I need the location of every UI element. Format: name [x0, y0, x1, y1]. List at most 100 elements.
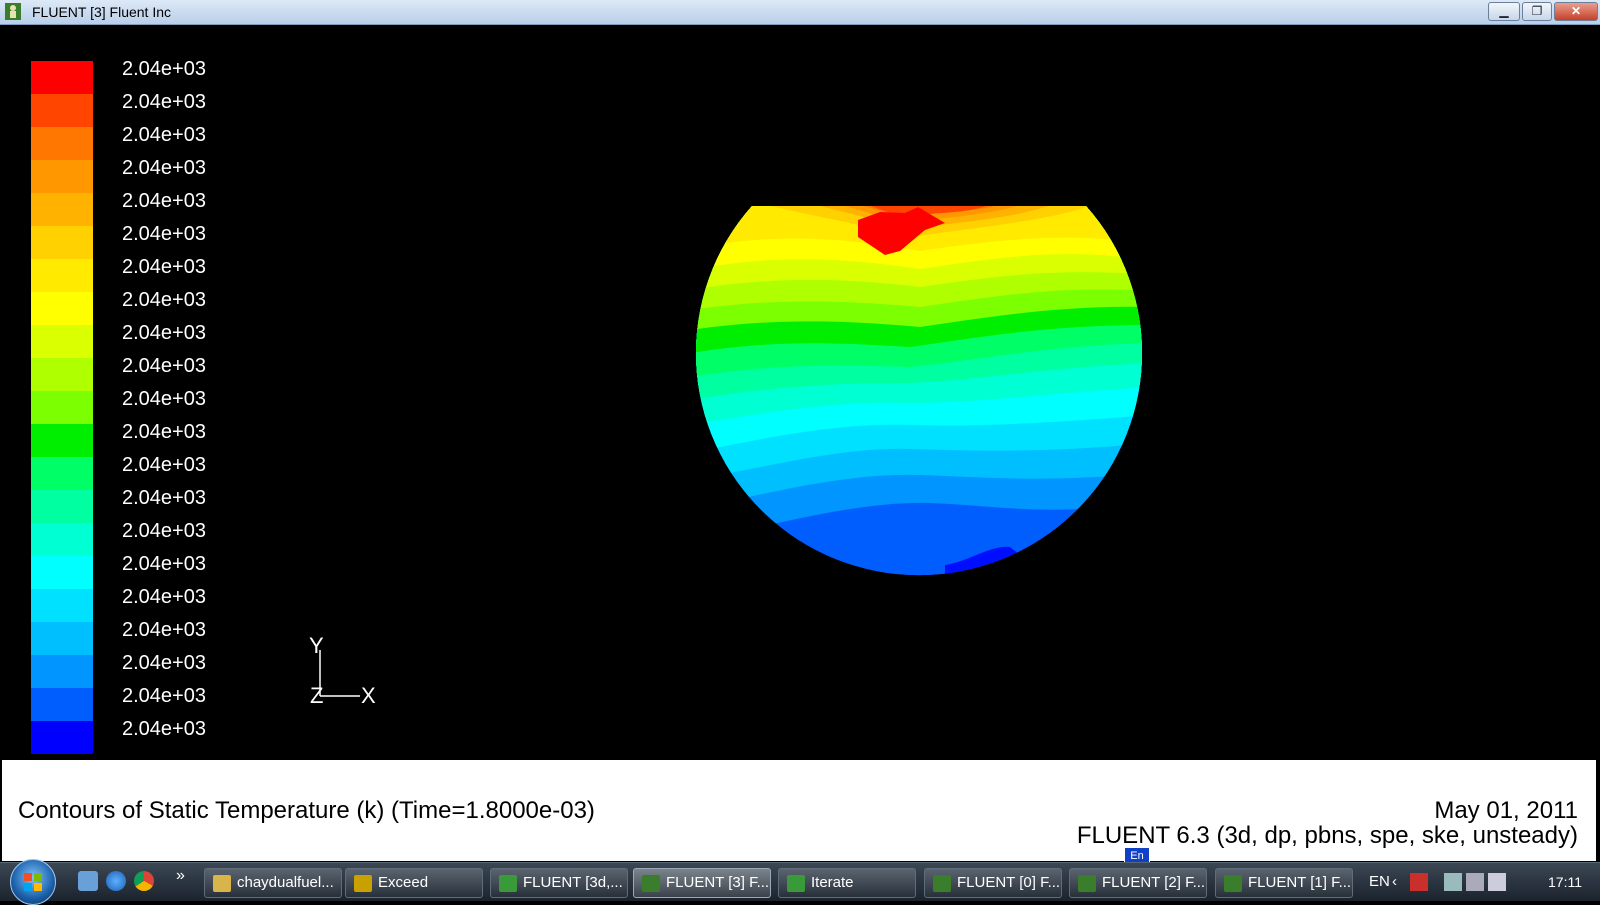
fluent-icon: [1078, 875, 1096, 892]
contour-plot: [319, 206, 1142, 697]
restore-icon: ❐: [1531, 4, 1543, 18]
taskbar-item-label: FLUENT [0] F...: [957, 874, 1061, 891]
fluent-graphics-icon: [499, 875, 517, 892]
taskbar-item-label: FLUENT [3d,...: [523, 874, 623, 891]
show-desktop-icon[interactable]: [78, 871, 98, 891]
colormap-swatch: [31, 721, 93, 754]
graphics-viewport[interactable]: 2.04e+03 2.04e+03 2.04e+03 2.04e+03 2.04e+03…: [0, 25, 1600, 759]
colormap-label: 2.04e+03: [122, 124, 206, 146]
volume-icon[interactable]: [1488, 873, 1506, 891]
colormap-swatch: [31, 61, 93, 94]
colormap-label: 2.04e+03: [122, 685, 206, 707]
axis-label-y: Y: [309, 633, 324, 658]
plot-title: Contours of Static Temperature (k) (Time…: [18, 797, 595, 824]
taskbar-item-label: Exceed: [378, 874, 429, 891]
colormap-swatch: [31, 292, 93, 325]
colormap-label: 2.04e+03: [122, 619, 206, 641]
fluent-icon: [1224, 875, 1242, 892]
tray-expand-icon[interactable]: ‹: [1392, 873, 1397, 890]
chrome-icon[interactable]: [134, 871, 154, 891]
plot-caption-panel: Contours of Static Temperature (k) (Time…: [1, 759, 1597, 862]
colormap-label: 2.04e+03: [122, 487, 206, 509]
colormap-label: 2.04e+03: [122, 91, 206, 113]
colormap-swatch: [31, 358, 93, 391]
colormap-label: 2.04e+03: [122, 223, 206, 245]
restore-button[interactable]: ❐: [1522, 2, 1552, 21]
colormap-labels: 2.04e+03 2.04e+03 2.04e+03 2.04e+03 2.04e+03…: [122, 53, 206, 746]
colormap-label: 2.04e+03: [122, 421, 206, 443]
colormap-swatch: [31, 457, 93, 490]
colormap-bar: [31, 61, 93, 754]
taskbar-item[interactable]: chaydualfuel...: [204, 868, 342, 898]
taskbar-item[interactable]: FLUENT [3] F...: [633, 868, 771, 898]
colormap-swatch: [31, 160, 93, 193]
colormap-swatch: [31, 391, 93, 424]
fluent-icon: [642, 875, 660, 892]
xyz-axes-triad: [319, 650, 360, 697]
taskbar-item-label: FLUENT [1] F...: [1248, 874, 1352, 891]
folder-icon: [213, 875, 231, 892]
window-title-bar[interactable]: FLUENT [3] Fluent Inc ▁ ❐ ✕: [0, 0, 1600, 25]
colormap-swatch: [31, 226, 93, 259]
exceed-icon: [354, 875, 372, 892]
temperature-contours: [696, 206, 1142, 576]
fluent-graphics-icon: [787, 875, 805, 892]
taskbar-item-label: chaydualfuel...: [237, 874, 334, 891]
fluent-version: FLUENT 6.3 (3d, dp, pbns, spe, ske, unst…: [1076, 822, 1578, 849]
axis-label-z: Z: [310, 683, 324, 708]
colormap-label: 2.04e+03: [122, 388, 206, 410]
colormap-swatch: [31, 127, 93, 160]
language-indicator[interactable]: EN: [1369, 873, 1390, 890]
colormap-label: 2.04e+03: [122, 355, 206, 377]
window-title: FLUENT [3] Fluent Inc: [32, 4, 172, 20]
taskbar-item[interactable]: FLUENT [3d,...: [490, 868, 628, 898]
colormap-label: 2.04e+03: [122, 322, 206, 344]
device-icon[interactable]: [1444, 873, 1462, 891]
colormap-swatch: [31, 688, 93, 721]
internet-explorer-icon[interactable]: [106, 871, 126, 891]
colormap-label: 2.04e+03: [122, 58, 206, 80]
colormap-label: 2.04e+03: [122, 520, 206, 542]
colormap-label: 2.04e+03: [122, 256, 206, 278]
minimize-button[interactable]: ▁: [1488, 2, 1520, 21]
minimize-icon: ▁: [1499, 4, 1509, 18]
clock[interactable]: 17:11: [1548, 874, 1582, 890]
close-button[interactable]: ✕: [1554, 2, 1598, 21]
ime-language-badge[interactable]: En: [1124, 847, 1150, 865]
colormap-label: 2.04e+03: [122, 157, 206, 179]
colormap-swatch: [31, 259, 93, 292]
colormap-swatch: [31, 424, 93, 457]
windows-logo-icon: [24, 873, 42, 891]
colormap-swatch: [31, 655, 93, 688]
windows-taskbar: » chaydualfuel... Exceed FLUENT [3d,... FLU…: [0, 859, 1600, 905]
colormap-swatch: [31, 622, 93, 655]
network-icon[interactable]: [1466, 873, 1484, 891]
colormap-swatch: [31, 523, 93, 556]
fluent-app-icon: [5, 3, 21, 20]
plot-date: May 01, 2011: [1434, 797, 1578, 824]
taskbar-item[interactable]: FLUENT [2] F...: [1069, 868, 1207, 898]
taskbar-item-label: FLUENT [3] F...: [666, 874, 770, 891]
colormap-label: 2.04e+03: [122, 718, 206, 740]
colormap-swatch: [31, 490, 93, 523]
taskbar-item-label: FLUENT [2] F...: [1102, 874, 1206, 891]
axis-label-x: X: [361, 683, 376, 708]
colormap-label: 2.04e+03: [122, 289, 206, 311]
quicklaunch-more[interactable]: »: [176, 867, 185, 884]
colormap-swatch: [31, 589, 93, 622]
taskbar-item[interactable]: Exceed: [345, 868, 483, 898]
taskbar-item-label: Iterate: [811, 874, 854, 891]
colormap-swatch: [31, 556, 93, 589]
colormap-swatch: [31, 94, 93, 127]
colormap-label: 2.04e+03: [122, 190, 206, 212]
taskbar-item[interactable]: FLUENT [0] F...: [924, 868, 1062, 898]
fluent-icon: [933, 875, 951, 892]
colormap-swatch: [31, 193, 93, 226]
antivirus-icon[interactable]: [1410, 873, 1428, 891]
taskbar-item[interactable]: Iterate: [778, 868, 916, 898]
colormap-label: 2.04e+03: [122, 454, 206, 476]
taskbar-item[interactable]: FLUENT [1] F...: [1215, 868, 1353, 898]
colormap-label: 2.04e+03: [122, 652, 206, 674]
close-icon: ✕: [1570, 4, 1582, 18]
start-button[interactable]: [10, 859, 56, 905]
